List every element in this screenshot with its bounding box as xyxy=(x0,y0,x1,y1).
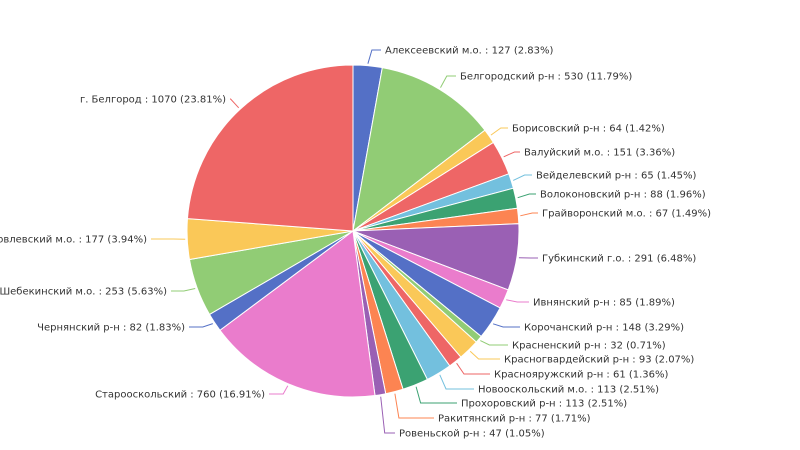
leader-line xyxy=(189,323,213,328)
leader-line xyxy=(230,98,240,109)
slice-label: Краснояружский р-н : 61 (1.36%) xyxy=(494,370,669,381)
pie-slices xyxy=(186,64,520,398)
slice-label: Прохоровский р-н : 113 (2.51%) xyxy=(461,399,627,410)
slice-label: Корочанский р-н : 148 (3.29%) xyxy=(524,323,684,334)
leader-line xyxy=(171,288,196,292)
leader-line xyxy=(394,393,434,419)
slice-label: Шебекинский м.о. : 253 (5.63%) xyxy=(0,287,167,298)
slice-label: Волоконовский р-н : 88 (1.96%) xyxy=(540,190,706,201)
slice-label: Валуйский м.о. : 151 (3.36%) xyxy=(524,148,675,159)
pie-slice[interactable] xyxy=(186,64,354,232)
leader-line xyxy=(520,212,538,217)
leader-line xyxy=(367,49,381,64)
slice-label: Грайворонский м.о. : 67 (1.49%) xyxy=(542,209,711,220)
leader-line xyxy=(380,396,395,434)
leader-line xyxy=(503,151,520,158)
pie-slice[interactable] xyxy=(352,67,486,233)
slice-label: Алексеевский м.о. : 127 (2.83%) xyxy=(385,46,554,57)
leader-line xyxy=(439,374,474,390)
leader-line xyxy=(469,350,500,360)
slice-label: Чернянский р-н : 82 (1.83%) xyxy=(37,323,185,334)
slice-labels: Алексеевский м.о. : 127 (2.83%) Белгородс… xyxy=(0,46,711,440)
slice-label: Красногвардейский р-н : 93 (2.07%) xyxy=(504,355,694,366)
leader-line xyxy=(480,340,508,346)
slice-label: Вейделевский р-н : 65 (1.45%) xyxy=(536,171,697,182)
slice-label: Борисовский р-н : 64 (1.42%) xyxy=(512,124,665,135)
slice-label: Ровеньской р-н : 47 (1.05%) xyxy=(399,429,545,440)
slice-label: Новооскольский м.о. : 113 (2.51%) xyxy=(478,385,659,396)
leader-line xyxy=(440,75,456,88)
leader-line xyxy=(512,174,532,181)
leader-line xyxy=(492,323,520,328)
slice-label: Ракитянский р-н : 77 (1.71%) xyxy=(438,414,591,425)
slice-label: Старооскольский : 760 (16.91%) xyxy=(95,390,265,401)
leader-line xyxy=(415,386,457,404)
slice-label: Яковлевский м.о. : 177 (3.94%) xyxy=(0,235,147,246)
leader-line xyxy=(490,127,508,136)
slice-label: Красненский р-н : 32 (0.71%) xyxy=(512,341,666,352)
slice-label: Белгородский р-н : 530 (11.79%) xyxy=(460,72,632,83)
slice-label: Губкинский г.о. : 291 (6.48%) xyxy=(542,254,696,265)
slice-label: Ивнянский р-н : 85 (1.89%) xyxy=(533,298,675,309)
leader-line xyxy=(456,362,490,375)
leader-line xyxy=(269,385,289,395)
slice-label: г. Белгород : 1070 (23.81%) xyxy=(80,95,226,106)
leader-line xyxy=(517,193,536,199)
leader-line xyxy=(506,299,529,303)
pie-slice[interactable] xyxy=(219,230,376,398)
label-leader-lines xyxy=(151,49,538,434)
